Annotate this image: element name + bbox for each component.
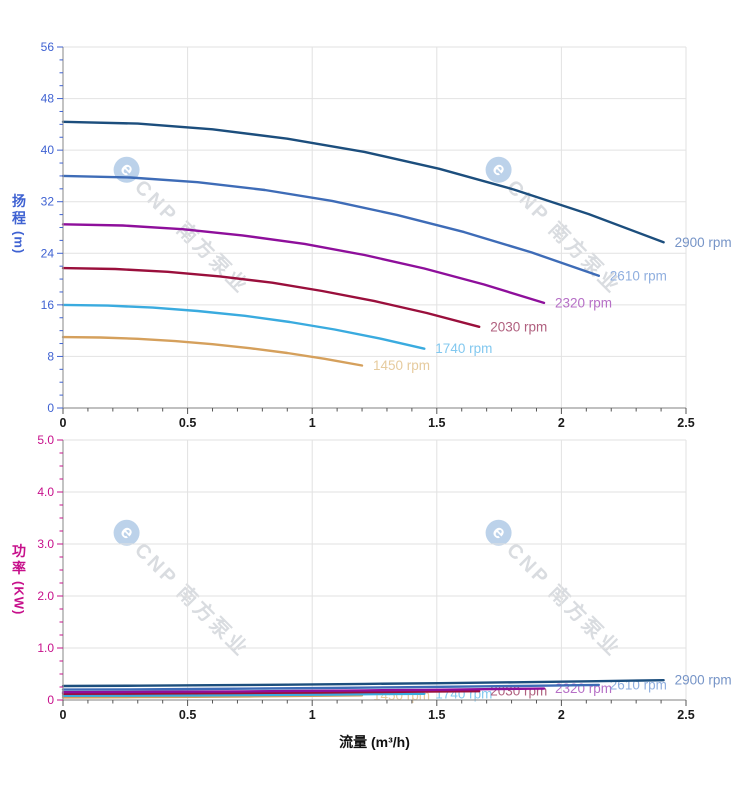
x-tick-label: 2.5 (677, 416, 694, 430)
curve-label-1740rpm: 1740 rpm (435, 341, 492, 356)
y-tick-label: 56 (41, 40, 55, 54)
y-tick-label: 8 (47, 349, 54, 363)
curve-label-2320rpm: 2320 rpm (555, 295, 612, 310)
curve-2900rpm (61, 679, 665, 688)
head-axis-title-char: 扬 (12, 193, 26, 209)
y-tick-label: 32 (41, 195, 55, 209)
curve-2320rpm (61, 687, 546, 694)
x-tick-label: 1.5 (428, 416, 445, 430)
curve-label-1450rpm: 1450 rpm (373, 358, 430, 373)
curve-1450rpm (61, 335, 364, 367)
curve-2610rpm (61, 683, 600, 691)
curve-2900rpm (61, 120, 665, 244)
y-tick-label: 48 (41, 92, 55, 106)
curve-label-2030rpm: 2030 rpm (490, 319, 547, 334)
x-tick-label: 2.5 (677, 708, 694, 722)
curve-label-2610rpm: 2610 rpm (610, 268, 667, 283)
power-axis-title-char: 率 (12, 560, 26, 576)
curve-label-2320rpm: 2320 rpm (555, 681, 612, 696)
x-tick-label: 1.5 (428, 708, 445, 722)
curve-1740rpm (61, 303, 426, 350)
curve-2030rpm (61, 266, 481, 328)
curve-label-2030rpm: 2030 rpm (490, 684, 547, 699)
curve-label-2900rpm: 2900 rpm (675, 235, 732, 250)
x-tick-label: 0 (60, 708, 67, 722)
y-tick-label: 40 (41, 143, 55, 157)
x-tick-label: 2 (558, 708, 565, 722)
y-tick-label: 24 (41, 246, 55, 260)
x-tick-label: 0.5 (179, 708, 196, 722)
y-tick-label: 0 (47, 693, 54, 707)
y-tick-label: 4.0 (37, 485, 54, 499)
y-tick-label: 5.0 (37, 433, 54, 447)
x-tick-label: 2 (558, 416, 565, 430)
head-axis-title: 扬 程 (m) (4, 193, 34, 254)
flow-axis-title: 流量 (m³/h) (339, 734, 410, 750)
y-tick-label: 1.0 (37, 641, 54, 655)
curve-label-2900rpm: 2900 rpm (675, 673, 732, 688)
power-axis-title: 功 率 (KW) (4, 543, 34, 615)
curve-1740rpm (61, 692, 426, 697)
curve-2030rpm (61, 690, 481, 695)
x-tick-label: 0.5 (179, 416, 196, 430)
curve-2610rpm (61, 174, 600, 277)
curve-2320rpm (61, 223, 546, 305)
x-tick-label: 1 (309, 708, 316, 722)
y-tick-label: 16 (41, 298, 55, 312)
y-tick-label: 3.0 (37, 537, 54, 551)
power-axis-title-char: 功 (12, 543, 26, 559)
x-tick-label: 1 (309, 416, 316, 430)
head-axis-unit: (m) (11, 231, 27, 255)
x-tick-label: 0 (60, 416, 67, 430)
y-tick-label: 0 (47, 401, 54, 415)
power-axis-unit: (KW) (11, 581, 27, 616)
y-tick-label: 2.0 (37, 589, 54, 603)
head-axis-title-char: 程 (12, 210, 26, 226)
